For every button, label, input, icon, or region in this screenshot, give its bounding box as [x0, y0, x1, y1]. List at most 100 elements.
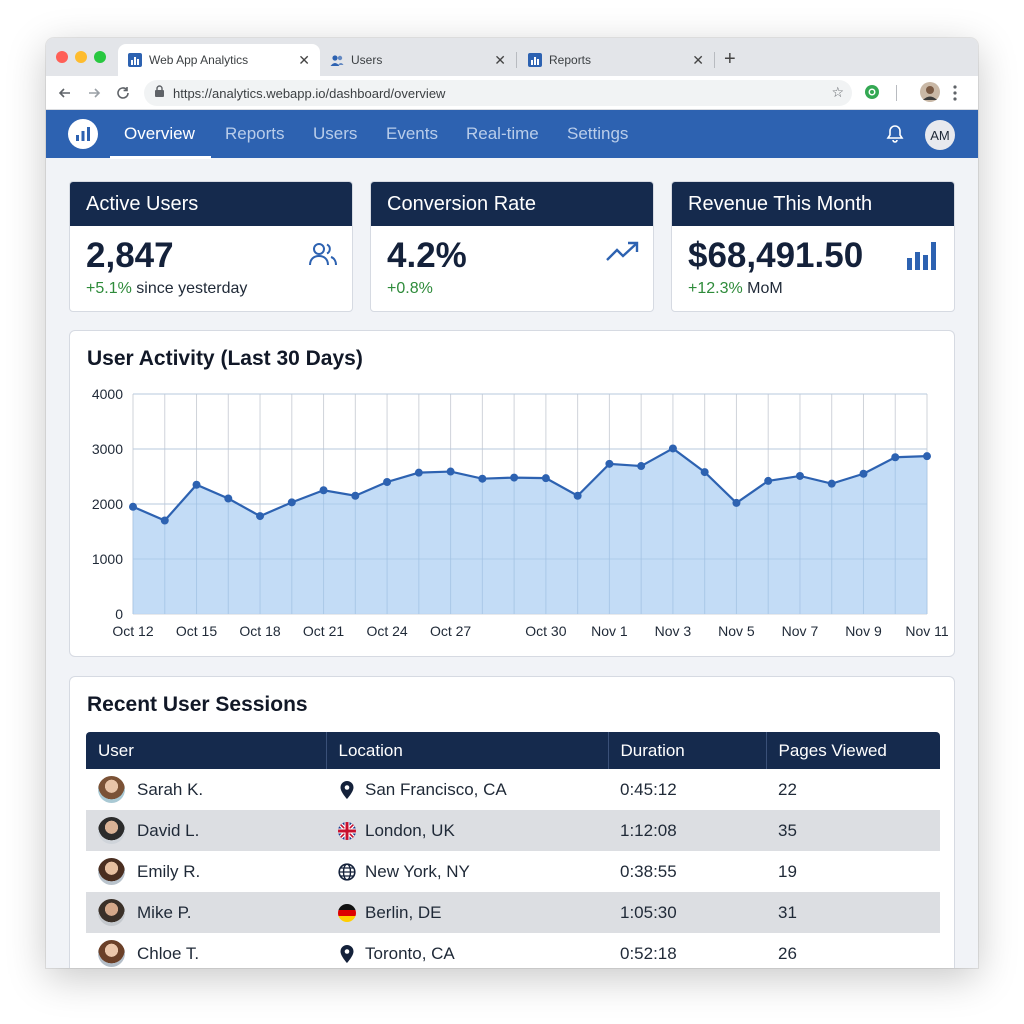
nav-settings[interactable]: Settings	[567, 124, 629, 143]
active-nav-indicator	[110, 156, 211, 159]
data-point	[859, 469, 868, 478]
kpi-delta: +0.8%	[387, 280, 433, 298]
new-tab-button[interactable]: +	[724, 48, 736, 70]
data-point	[827, 479, 836, 488]
table-row[interactable]: Emily R. New York, NY 0:38:55 19	[86, 851, 940, 892]
more-menu-icon[interactable]	[953, 85, 957, 106]
kpi-value: $68,491.50	[688, 236, 864, 275]
user-avatar[interactable]: AM	[925, 120, 955, 150]
recent-sessions-card: Recent User Sessions User Location Durat…	[69, 676, 955, 968]
extension-icon[interactable]	[864, 84, 880, 105]
germany-flag-icon	[338, 903, 356, 922]
data-point	[668, 444, 677, 453]
kpi-title: Revenue This Month	[672, 182, 954, 226]
data-point	[224, 494, 233, 503]
kpi-card-conversion-rate: Conversion Rate 4.2% +0.8%	[370, 181, 654, 312]
data-point	[192, 480, 201, 489]
user-name: Mike P.	[137, 902, 192, 922]
pages-viewed-cell: 26	[778, 943, 797, 963]
data-point	[414, 468, 423, 477]
url-bar[interactable]: https://analytics.webapp.io/dashboard/ov…	[144, 80, 852, 106]
y-tick-label: 0	[115, 606, 123, 622]
x-tick-label: Nov 1	[591, 623, 628, 639]
tab-title: Web App Analytics	[149, 53, 249, 67]
user-avatar	[98, 858, 125, 885]
table-row[interactable]: Mike P. Berlin, DE 1:05:30 31	[86, 892, 940, 933]
y-tick-label: 3000	[92, 441, 123, 457]
pages-viewed-cell: 31	[766, 892, 940, 933]
column-header-duration[interactable]: Duration	[608, 732, 767, 769]
lock-icon	[154, 84, 165, 102]
data-point	[573, 491, 582, 500]
tab-users[interactable]: Users ✕	[320, 44, 516, 76]
close-tab-icon[interactable]: ✕	[298, 51, 310, 68]
close-tab-icon[interactable]: ✕	[494, 51, 506, 68]
location-text: New York, NY	[365, 861, 470, 881]
data-point	[287, 498, 296, 507]
nav-overview[interactable]: Overview	[124, 124, 195, 143]
data-point	[605, 459, 614, 468]
nav-events[interactable]: Events	[386, 124, 438, 143]
table-row[interactable]: Chloe T. Toronto, CA 0:52:18 26	[86, 933, 940, 968]
url-text: https://analytics.webapp.io/dashboard/ov…	[173, 85, 446, 101]
x-tick-label: Oct 24	[366, 623, 407, 639]
kpi-delta-percent: +5.1%	[86, 280, 132, 297]
data-point	[478, 474, 487, 483]
data-point	[160, 516, 169, 525]
duration-cell: 0:45:12	[620, 779, 677, 799]
user-activity-chart: 0 1000 2000 3000 4000 Oct 12 Oct 15 Oct 18 Oct 2…	[92, 386, 949, 639]
table-title: Recent User Sessions	[87, 693, 308, 716]
user-name: Emily R.	[137, 861, 201, 881]
data-point	[795, 471, 804, 480]
nav-users[interactable]: Users	[313, 124, 358, 143]
nav-real-time[interactable]: Real-time	[466, 124, 539, 143]
back-icon[interactable]	[54, 82, 76, 104]
x-tick-label: Oct 12	[112, 623, 153, 639]
data-point	[351, 491, 360, 500]
reload-icon[interactable]	[112, 82, 134, 104]
close-window-button[interactable]	[56, 51, 68, 63]
uk-flag-icon	[338, 821, 356, 840]
column-header-location[interactable]: Location	[326, 732, 609, 769]
app-navbar: Overview Reports Users Events Real-time …	[46, 110, 978, 158]
user-avatar	[98, 776, 125, 803]
duration-cell: 1:12:08	[608, 810, 766, 851]
kpi-delta: +5.1% since yesterday	[86, 280, 247, 298]
bell-icon[interactable]	[885, 124, 905, 149]
table-header-row: User Location Duration Pages Viewed	[86, 732, 940, 769]
address-bar: https://analytics.webapp.io/dashboard/ov…	[46, 76, 978, 110]
table-row[interactable]: Sarah K. San Francisco, CA 0:45:12 22	[86, 769, 940, 810]
column-header-user[interactable]: User	[86, 732, 327, 769]
x-tick-label: Oct 18	[239, 623, 280, 639]
minimize-window-button[interactable]	[75, 51, 87, 63]
forward-icon[interactable]	[83, 82, 105, 104]
user-name: David L.	[137, 820, 200, 840]
activity-area	[133, 448, 927, 614]
user-avatar	[98, 899, 125, 926]
column-header-pages-viewed[interactable]: Pages Viewed	[766, 732, 940, 769]
profile-avatar[interactable]	[920, 82, 940, 107]
app-logo[interactable]	[68, 119, 98, 149]
data-point	[129, 502, 137, 511]
kpi-card-revenue: Revenue This Month $68,491.50 +12.3% MoM	[671, 181, 955, 312]
maximize-window-button[interactable]	[94, 51, 106, 63]
tab-reports[interactable]: Reports ✕	[518, 44, 714, 76]
pages-viewed-cell: 35	[766, 810, 940, 851]
x-tick-label: Oct 21	[303, 623, 344, 639]
table-row[interactable]: David L. London, UK 1:12:08 35	[86, 810, 940, 851]
tab-web-app-analytics[interactable]: Web App Analytics ✕	[118, 44, 320, 76]
tab-strip: Web App Analytics ✕ Users ✕ Reports ✕ +	[46, 38, 978, 76]
bookmark-star-icon[interactable]: ☆	[831, 84, 844, 100]
chart-title: User Activity (Last 30 Days)	[87, 347, 363, 370]
y-tick-label: 4000	[92, 386, 123, 402]
nav-reports[interactable]: Reports	[225, 124, 285, 143]
user-avatar	[98, 940, 125, 967]
y-tick-label: 2000	[92, 496, 123, 512]
close-tab-icon[interactable]: ✕	[692, 51, 704, 68]
pages-viewed-cell: 19	[778, 861, 797, 881]
kpi-card-active-users: Active Users 2,847 +5.1% since yesterday	[69, 181, 353, 312]
data-point	[923, 452, 931, 461]
kpi-delta: +12.3% MoM	[688, 280, 783, 298]
tab-separator	[714, 52, 715, 68]
data-point	[510, 473, 519, 482]
